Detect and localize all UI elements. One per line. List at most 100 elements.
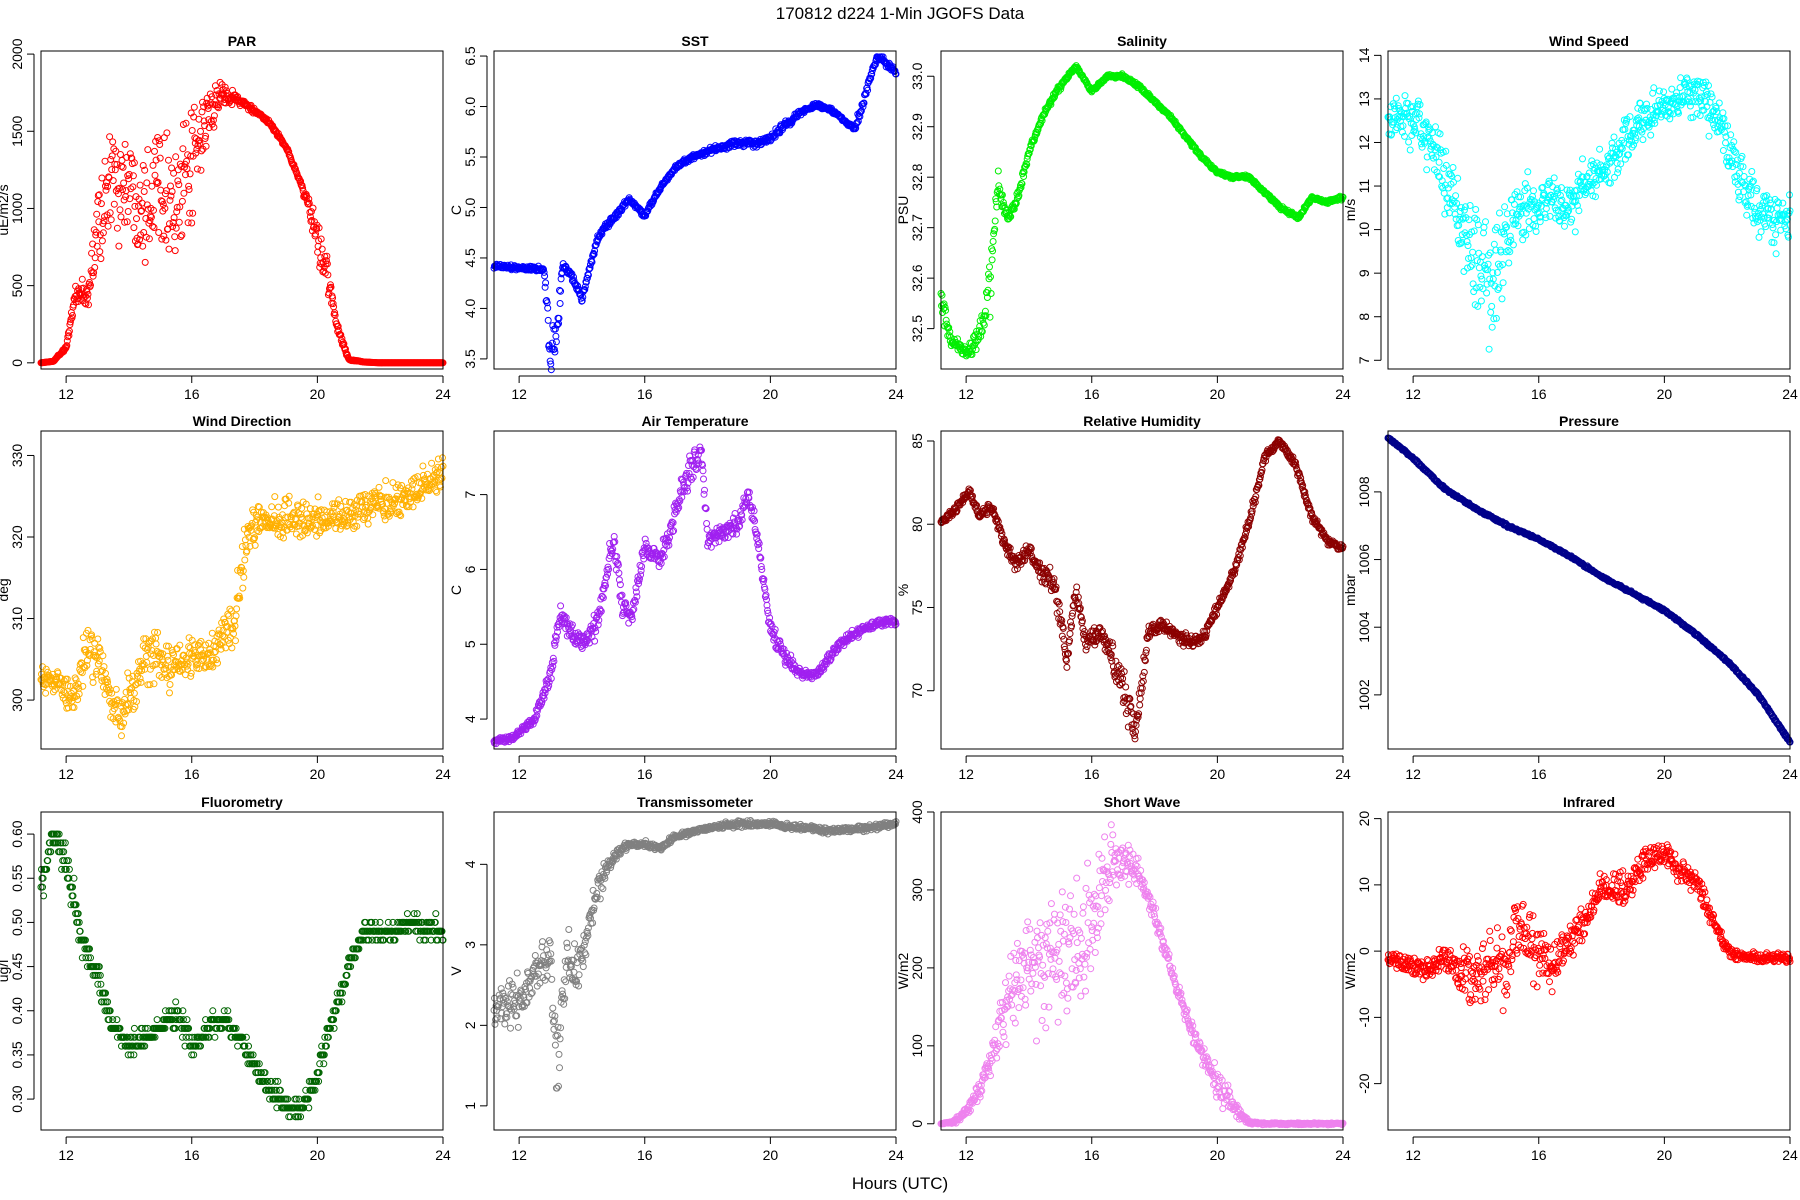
y-axis-label: uE/m2/s xyxy=(0,184,11,235)
y-tick-label: 4.5 xyxy=(462,248,478,268)
data-point xyxy=(969,345,976,353)
data-point xyxy=(170,214,178,222)
y-tick-label: 5 xyxy=(462,640,478,648)
data-point xyxy=(1423,166,1431,174)
x-tick-label: 16 xyxy=(1531,386,1547,402)
data-point xyxy=(169,223,177,231)
data-point xyxy=(185,182,193,190)
data-point xyxy=(151,171,159,179)
data-point xyxy=(1639,136,1647,144)
data-point xyxy=(977,333,985,340)
data-point xyxy=(239,584,247,592)
data-point xyxy=(540,265,547,273)
data-point xyxy=(1488,323,1496,331)
data-point xyxy=(1393,124,1401,132)
data-point xyxy=(297,177,305,185)
data-point xyxy=(1482,218,1489,226)
data-point xyxy=(171,247,179,255)
data-point xyxy=(108,152,116,160)
data-point xyxy=(170,169,178,177)
data-point xyxy=(143,201,151,209)
data-point xyxy=(555,314,563,322)
data-point xyxy=(544,316,552,324)
data-point xyxy=(121,218,129,226)
data-point xyxy=(65,332,73,340)
data-point xyxy=(1610,133,1618,141)
data-point xyxy=(210,112,218,120)
data-point xyxy=(315,224,323,232)
data-point xyxy=(144,146,152,154)
data-point xyxy=(150,680,158,688)
data-point xyxy=(91,264,99,271)
data-point xyxy=(151,147,158,155)
data-point xyxy=(555,320,562,328)
y-tick-label: 300 xyxy=(9,688,25,712)
data-point xyxy=(546,357,554,365)
panel-title: Salinity xyxy=(1117,33,1167,49)
data-point xyxy=(95,218,103,226)
data-point xyxy=(985,275,993,283)
data-point xyxy=(97,200,105,208)
data-point xyxy=(172,153,180,161)
data-point xyxy=(66,321,74,329)
data-point xyxy=(115,242,123,250)
y-tick-label: 4.0 xyxy=(462,298,478,318)
data-point xyxy=(107,216,115,224)
data-point xyxy=(859,103,867,111)
data-point xyxy=(1025,149,1033,157)
data-point xyxy=(978,328,986,336)
data-point xyxy=(1401,92,1409,100)
data-point xyxy=(129,172,137,180)
data-point xyxy=(551,348,559,356)
x-axis: 12 16 20 24 xyxy=(511,375,904,402)
x-tick-label: 12 xyxy=(511,766,527,782)
y-tick-label: 1000 xyxy=(9,193,25,224)
data-point xyxy=(65,327,73,335)
data-point xyxy=(305,195,313,203)
data-point xyxy=(211,82,219,90)
x-tick-label: 12 xyxy=(958,386,974,402)
data-point xyxy=(209,116,217,124)
data-point xyxy=(197,166,205,174)
data-point xyxy=(172,224,180,232)
x-axis: 12 16 20 24 xyxy=(511,755,904,782)
y-axis-label: m/s xyxy=(1342,199,1358,222)
x-tick-label: 12 xyxy=(1405,386,1421,402)
data-point xyxy=(1472,206,1480,213)
data-point xyxy=(201,122,209,130)
data-point xyxy=(938,291,946,299)
data-point xyxy=(989,238,997,245)
data-point xyxy=(166,681,174,688)
data-point xyxy=(590,250,598,258)
data-point xyxy=(91,254,99,262)
data-point xyxy=(121,140,129,148)
data-point xyxy=(188,127,196,134)
data-point xyxy=(1490,240,1498,248)
data-point xyxy=(1530,187,1537,195)
data-point xyxy=(178,197,186,205)
data-point xyxy=(216,78,224,86)
data-point xyxy=(1432,123,1439,131)
data-point xyxy=(1452,192,1460,200)
data-point xyxy=(1596,145,1604,153)
data-point xyxy=(324,271,332,279)
data-point xyxy=(154,179,162,186)
data-point xyxy=(299,184,307,192)
data-point xyxy=(1017,184,1025,191)
data-point xyxy=(162,236,170,244)
y-axis-label: PSU xyxy=(895,196,911,225)
data-point xyxy=(204,105,212,112)
data-point xyxy=(156,141,164,148)
data-point xyxy=(153,180,161,187)
data-point xyxy=(182,119,190,127)
data-point xyxy=(202,142,210,150)
x-tick-label: 16 xyxy=(637,386,653,402)
data-point xyxy=(136,181,144,189)
data-point xyxy=(994,167,1002,175)
y-tick-label: 14 xyxy=(1356,47,1372,63)
data-point xyxy=(155,229,163,236)
